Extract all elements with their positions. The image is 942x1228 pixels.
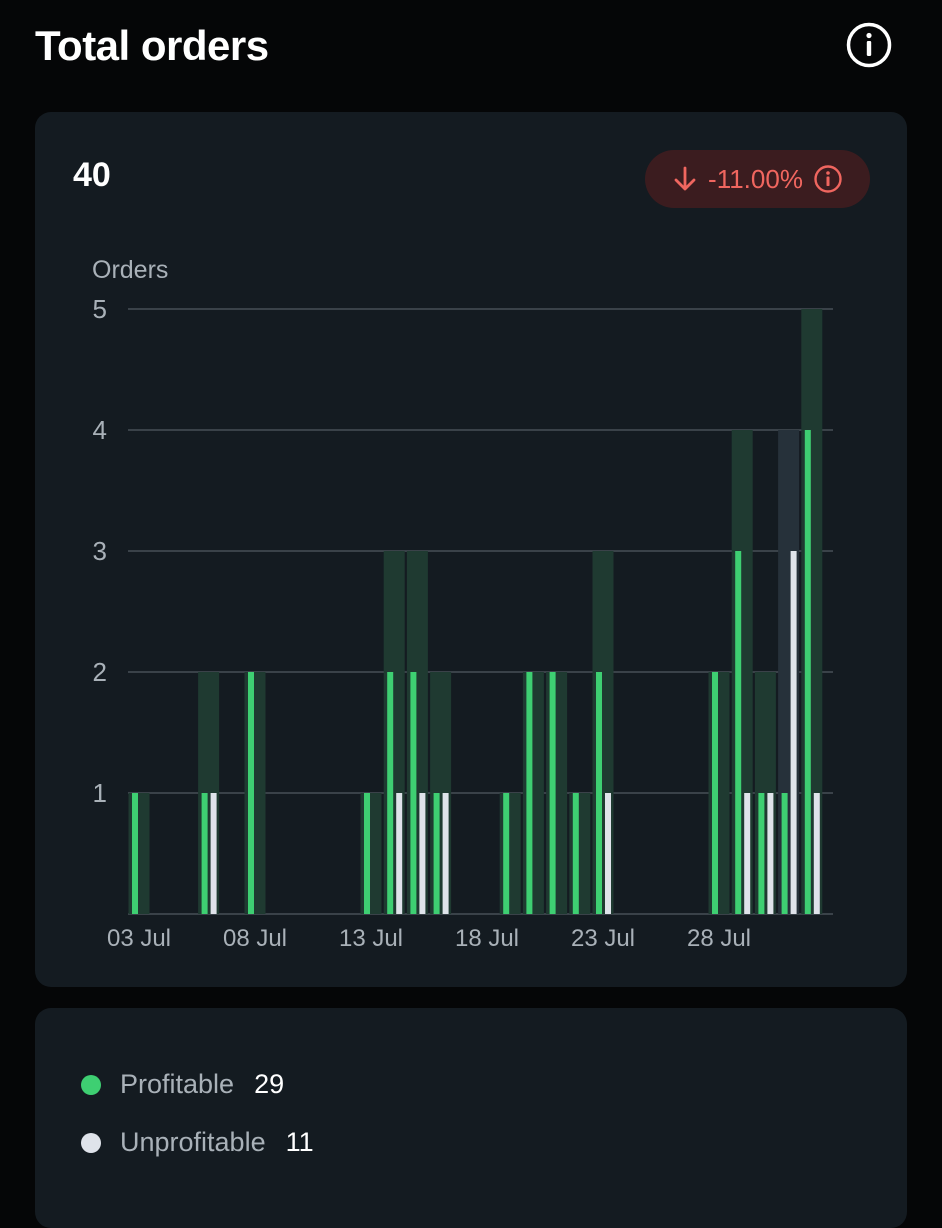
x-tick-labels: 03 Jul 08 Jul 13 Jul 18 Jul 23 Jul 28 Jul <box>107 925 751 952</box>
x-tick-label: 28 Jul <box>687 925 751 952</box>
legend-count: 29 <box>254 1069 285 1099</box>
total-orders-value: 40 <box>73 156 111 194</box>
bar-profitable <box>433 793 440 914</box>
legend-label: Profitable <box>120 1069 235 1099</box>
bar-unprofitable <box>767 793 774 914</box>
day-total-bar <box>360 793 382 914</box>
x-tick-label: 23 Jul <box>571 925 635 952</box>
bar-profitable <box>387 672 394 914</box>
bar-profitable <box>735 551 742 914</box>
day-total-bar <box>244 672 266 914</box>
bar-profitable <box>712 672 718 914</box>
x-tick-label: 03 Jul <box>107 925 171 952</box>
info-circle-icon <box>846 22 892 68</box>
day-total-bar <box>522 672 544 914</box>
bar-profitable <box>201 793 208 914</box>
day-total-bar <box>499 793 521 914</box>
y-tick-label: 3 <box>93 536 107 566</box>
y-tick-label: 1 <box>93 778 107 808</box>
y-tick-label: 2 <box>93 657 107 687</box>
bar-unprofitable <box>396 793 403 914</box>
bar-unprofitable <box>605 793 611 914</box>
legend-dot-profitable <box>81 1074 101 1095</box>
bar-profitable <box>503 793 510 914</box>
orders-bar-chart: Orders 1 2 3 4 5 03 Jul 08 Jul 13 Jul 18 Jul 23 … <box>92 256 833 952</box>
bar-profitable <box>549 672 556 914</box>
page-header: Total orders <box>0 0 942 100</box>
chart-card: 40 -11.00% Orders 1 2 3 4 5 03 Jul 08 Jul 13 J… <box>35 112 907 987</box>
arrow-down-icon <box>674 166 696 191</box>
change-percent: -11.00% <box>708 163 803 194</box>
bar-profitable <box>364 793 370 914</box>
bar-profitable <box>758 793 765 914</box>
bar-unprofitable <box>210 793 217 914</box>
bar-unprofitable <box>790 551 797 914</box>
y-tick-label: 5 <box>93 294 107 324</box>
legend-item-profitable: Profitable 29 <box>81 1069 284 1100</box>
bar-profitable <box>596 672 602 914</box>
page-title: Total orders <box>35 22 269 69</box>
legend-item-unprofitable: Unprofitable 11 <box>81 1127 314 1158</box>
bar-unprofitable <box>813 793 820 914</box>
legend-dot-unprofitable <box>81 1132 101 1153</box>
bar-profitable <box>804 430 811 914</box>
day-total-bar <box>128 793 150 914</box>
y-tick-labels: 1 2 3 4 5 <box>93 294 107 808</box>
legend-count: 11 <box>285 1127 314 1157</box>
day-total-bar <box>546 672 568 914</box>
bar-unprofitable <box>744 793 751 914</box>
bar-profitable <box>410 672 417 914</box>
y-axis-label: Orders <box>92 256 168 284</box>
info-button[interactable] <box>845 21 893 69</box>
x-tick-label: 08 Jul <box>223 925 287 952</box>
day-total-bar <box>708 672 730 914</box>
info-circle-icon <box>814 165 842 193</box>
bar-series <box>132 430 820 914</box>
x-tick-label: 13 Jul <box>339 925 403 952</box>
bar-profitable <box>781 793 788 914</box>
x-tick-label: 18 Jul <box>455 925 519 952</box>
bar-profitable <box>572 793 579 914</box>
bar-unprofitable <box>442 793 449 914</box>
bar-profitable <box>526 672 533 914</box>
day-background-bars <box>128 309 823 914</box>
day-total-bar <box>569 793 591 914</box>
bar-profitable <box>132 793 138 914</box>
legend-label: Unprofitable <box>120 1127 266 1157</box>
change-badge[interactable]: -11.00% <box>645 150 870 208</box>
y-tick-label: 4 <box>93 415 107 445</box>
bar-unprofitable <box>419 793 426 914</box>
bar-profitable <box>248 672 254 914</box>
legend-card: Profitable 29 Unprofitable 11 <box>35 1008 907 1228</box>
